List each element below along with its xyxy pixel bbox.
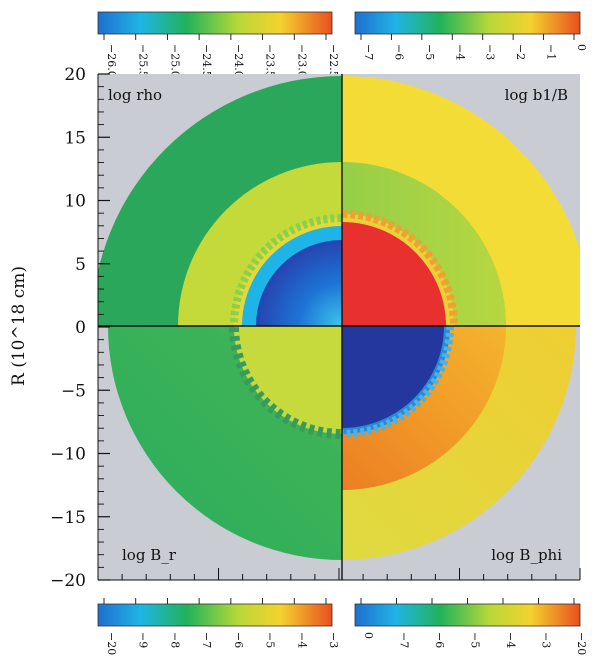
colorbar-tick-label: −6: [433, 632, 446, 648]
colorbar-tick-label: −3: [484, 44, 497, 60]
colorbar-bottom-left-gradient: [97, 603, 333, 627]
colorbar-tick-label: −4: [453, 44, 466, 60]
colorbar-tick-label: −5: [423, 44, 436, 60]
colorbar-top-left-gradient: [97, 11, 333, 35]
colorbar-ticks: −26.0 −25.5 −25.0 −24.5 −24.0 −23.5 −23.0 −22.5…: [103, 34, 588, 655]
colorbar-tick-label: −7: [200, 632, 213, 648]
colorbar-tick-label: −3: [540, 632, 553, 648]
quadrant-log-b1-B: [342, 76, 580, 326]
colorbar-tick-label: −24.0: [232, 44, 245, 78]
y-tick-label: −5: [61, 381, 86, 401]
y-tick-labels: 20 15 10 5 0 −5 −10 −15 −20: [50, 65, 86, 591]
y-tick-label: 20: [64, 65, 86, 85]
b1-core: [342, 222, 446, 326]
panel-label-log-B-phi: log B_phi: [491, 546, 562, 564]
colorbar-tick-label: −9: [137, 632, 150, 648]
colorbar-bottom-left: [97, 603, 333, 627]
colorbar-tick-label: −5: [469, 632, 482, 648]
Bphi-core: [342, 326, 444, 428]
colorbar-tick-label: −4: [504, 632, 517, 648]
colorbar-tick-label: −7: [362, 44, 375, 60]
colorbar-tick-label: −6: [392, 44, 405, 60]
colorbar-tick-label: −25.0: [168, 44, 181, 78]
colorbar-tick-label: −5: [264, 632, 277, 648]
colorbar-tick-label: 0: [362, 632, 375, 639]
y-tick-label: −15: [50, 508, 86, 528]
colorbar-tick-label: −4: [295, 632, 308, 648]
colorbar-tick-label: −23.0: [295, 44, 308, 78]
colorbar-top-left: [97, 11, 333, 35]
colorbar-tick-label: −2: [514, 44, 527, 60]
y-tick-label: 0: [75, 318, 86, 338]
colorbar-tick-label: −1: [545, 44, 558, 60]
colorbar-bottom-right-gradient: [354, 603, 581, 627]
y-tick-label: 15: [64, 128, 86, 148]
axis-ticks: [97, 73, 581, 581]
colorbar-tick-label: −23.5: [264, 44, 277, 78]
quadrant-log-rho: [98, 76, 342, 326]
colorbar-tick-label: 0: [575, 44, 588, 51]
y-tick-label: −10: [50, 445, 86, 465]
colorbar-tick-label: −8: [168, 632, 181, 648]
colorbar-tick-label: −26.0: [105, 44, 118, 78]
colorbar-tick-label: −24.5: [200, 44, 213, 78]
colorbar-tick-label: −25.5: [137, 44, 150, 78]
Br-inner-region: [234, 326, 342, 434]
colorbar-top-right-gradient: [354, 11, 581, 35]
colorbar-tick-label: −20: [105, 632, 118, 655]
y-axis-label: R (10^18 cm): [9, 266, 29, 386]
colorbar-tick-label: −22.5: [327, 44, 340, 78]
panel-label-log-rho: log rho: [108, 86, 162, 104]
colorbar-top-right: [354, 11, 581, 35]
panel-label-log-b1-B: log b1/B: [505, 86, 568, 104]
colorbar-bottom-right: [354, 603, 581, 627]
y-tick-label: −20: [50, 571, 86, 591]
colorbar-tick-label: −6: [232, 632, 245, 648]
y-tick-label: 10: [64, 192, 86, 212]
colorbar-tick-label: −20: [575, 632, 588, 655]
colorbar-tick-label: −3: [327, 632, 340, 648]
panel-label-log-B-r: log B_r: [122, 546, 177, 564]
quadrant-log-B-r: [108, 326, 342, 560]
quadrant-log-B-phi: [342, 326, 576, 560]
colorbar-tick-label: −7: [398, 632, 411, 648]
y-tick-label: 5: [75, 255, 86, 275]
rho-core: [256, 240, 342, 326]
